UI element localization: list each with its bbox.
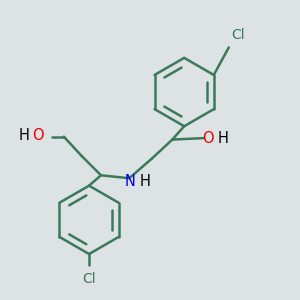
Text: O: O bbox=[32, 128, 44, 143]
Text: H: H bbox=[140, 174, 151, 189]
Text: H: H bbox=[18, 128, 29, 143]
Text: Cl: Cl bbox=[231, 28, 244, 42]
Text: Cl: Cl bbox=[82, 272, 96, 286]
Text: H: H bbox=[218, 130, 229, 146]
Text: N: N bbox=[124, 174, 135, 189]
Text: O: O bbox=[202, 130, 214, 146]
